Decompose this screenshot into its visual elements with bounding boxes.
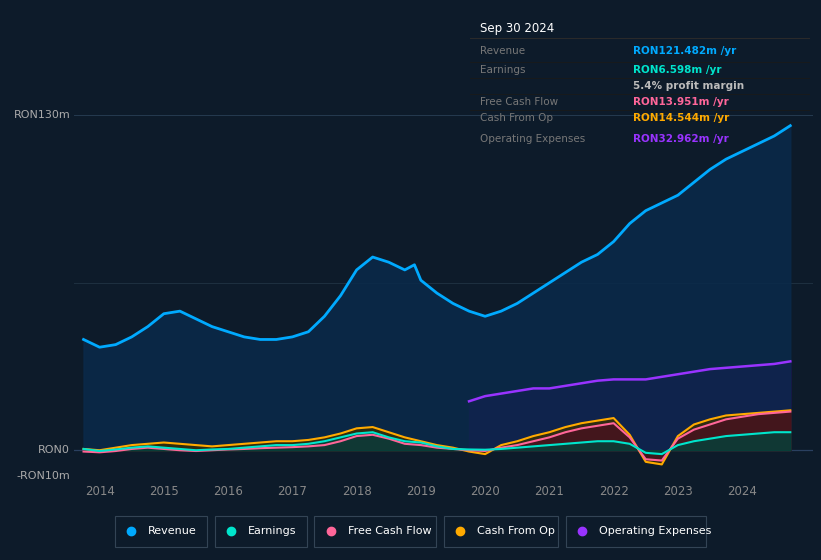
Text: 5.4% profit margin: 5.4% profit margin (633, 81, 745, 91)
Text: Earnings: Earnings (248, 526, 296, 535)
Text: Sep 30 2024: Sep 30 2024 (479, 22, 554, 35)
Text: RON32.962m /yr: RON32.962m /yr (633, 134, 729, 144)
FancyBboxPatch shape (115, 516, 207, 547)
Text: Operating Expenses: Operating Expenses (599, 526, 711, 535)
FancyBboxPatch shape (215, 516, 307, 547)
Text: RON0: RON0 (39, 445, 70, 455)
Text: Revenue: Revenue (479, 46, 525, 56)
Text: Revenue: Revenue (148, 526, 197, 535)
Text: Free Cash Flow: Free Cash Flow (479, 97, 558, 107)
Text: RON6.598m /yr: RON6.598m /yr (633, 66, 722, 75)
Text: Cash From Op: Cash From Op (477, 526, 555, 535)
FancyBboxPatch shape (566, 516, 706, 547)
Text: RON14.544m /yr: RON14.544m /yr (633, 113, 729, 123)
Text: -RON10m: -RON10m (16, 471, 70, 481)
Text: Earnings: Earnings (479, 66, 525, 75)
Text: RON121.482m /yr: RON121.482m /yr (633, 46, 736, 56)
Text: RON130m: RON130m (13, 110, 70, 120)
FancyBboxPatch shape (314, 516, 437, 547)
FancyBboxPatch shape (444, 516, 558, 547)
Text: RON13.951m /yr: RON13.951m /yr (633, 97, 729, 107)
Text: Free Cash Flow: Free Cash Flow (348, 526, 431, 535)
Text: Operating Expenses: Operating Expenses (479, 134, 585, 144)
Text: Cash From Op: Cash From Op (479, 113, 553, 123)
